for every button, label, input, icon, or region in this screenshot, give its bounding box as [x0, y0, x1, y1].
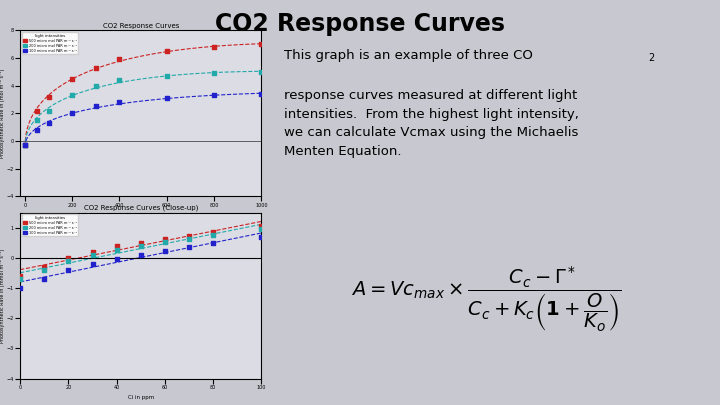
Point — [66, 92, 78, 99]
Point — [256, 234, 267, 241]
Point — [256, 91, 267, 97]
Point — [159, 236, 171, 243]
Point — [63, 267, 74, 273]
Y-axis label: Photosynthetic Rate in [mol m⁻² s⁻¹]: Photosynthetic Rate in [mol m⁻² s⁻¹] — [0, 69, 5, 158]
Point — [42, 107, 54, 114]
X-axis label: Ci in ppm: Ci in ppm — [127, 213, 154, 218]
Point — [135, 243, 147, 249]
Point — [19, 142, 31, 149]
Point — [90, 83, 102, 89]
Point — [14, 285, 26, 291]
Legend: 500 micro mol PAR m⁻² s⁻¹, 200 micro mol PAR m⁻² s⁻¹, 100 micro mol PAR m⁻² s⁻¹: 500 micro mol PAR m⁻² s⁻¹, 200 micro mol… — [22, 32, 78, 54]
Point — [256, 223, 267, 230]
Point — [114, 77, 125, 83]
Point — [207, 228, 219, 235]
Point — [14, 276, 26, 282]
Point — [135, 252, 147, 258]
Text: 2: 2 — [648, 53, 654, 64]
Point — [111, 243, 122, 249]
Point — [208, 92, 220, 99]
Point — [256, 41, 267, 47]
Text: CO2 Response Curves: CO2 Response Curves — [215, 12, 505, 36]
Point — [87, 249, 99, 255]
Legend: 500 micro mol PAR m⁻² s⁻¹, 200 micro mol PAR m⁻² s⁻¹, 100 micro mol PAR m⁻² s⁻¹: 500 micro mol PAR m⁻² s⁻¹, 200 micro mol… — [22, 214, 78, 236]
Point — [39, 264, 50, 270]
Point — [161, 73, 173, 79]
Point — [184, 235, 195, 242]
Point — [63, 255, 74, 261]
Point — [90, 103, 102, 110]
Point — [161, 95, 173, 101]
Point — [42, 120, 54, 126]
Text: This graph is an example of three CO: This graph is an example of three CO — [284, 49, 534, 62]
Point — [111, 256, 122, 262]
Y-axis label: Photosynthetic Rate in [mmol m⁻² s⁻¹]: Photosynthetic Rate in [mmol m⁻² s⁻¹] — [0, 249, 5, 343]
Point — [114, 56, 125, 63]
Point — [207, 240, 219, 247]
Point — [63, 258, 74, 264]
Title: CO2 Response Curves (Close-up): CO2 Response Curves (Close-up) — [84, 205, 198, 211]
Point — [256, 68, 267, 75]
Point — [31, 117, 42, 124]
Point — [31, 127, 42, 133]
Point — [184, 232, 195, 239]
Text: response curves measured at different light
intensities.  From the highest light: response curves measured at different li… — [284, 89, 580, 158]
Point — [19, 142, 31, 149]
Point — [90, 64, 102, 71]
Point — [31, 107, 42, 114]
Point — [207, 231, 219, 238]
Point — [135, 240, 147, 246]
Point — [66, 110, 78, 117]
Point — [208, 70, 220, 77]
Point — [39, 276, 50, 282]
Text: $A = Vc_{max} \times \dfrac{C_c - \Gamma^*}{C_c + K_c \left(\mathbf{1} + \dfrac{: $A = Vc_{max} \times \dfrac{C_c - \Gamma… — [351, 265, 621, 335]
Point — [14, 273, 26, 279]
Point — [159, 239, 171, 245]
Point — [114, 99, 125, 106]
Point — [66, 76, 78, 82]
Point — [111, 247, 122, 253]
Title: CO2 Response Curves: CO2 Response Curves — [102, 23, 179, 29]
Point — [87, 261, 99, 267]
Point — [42, 94, 54, 100]
Point — [39, 267, 50, 273]
X-axis label: Ci in ppm: Ci in ppm — [127, 395, 154, 401]
Point — [19, 142, 31, 149]
Point — [184, 244, 195, 251]
Point — [208, 44, 220, 50]
Point — [87, 252, 99, 258]
Point — [159, 248, 171, 254]
Point — [161, 48, 173, 54]
Point — [256, 226, 267, 232]
